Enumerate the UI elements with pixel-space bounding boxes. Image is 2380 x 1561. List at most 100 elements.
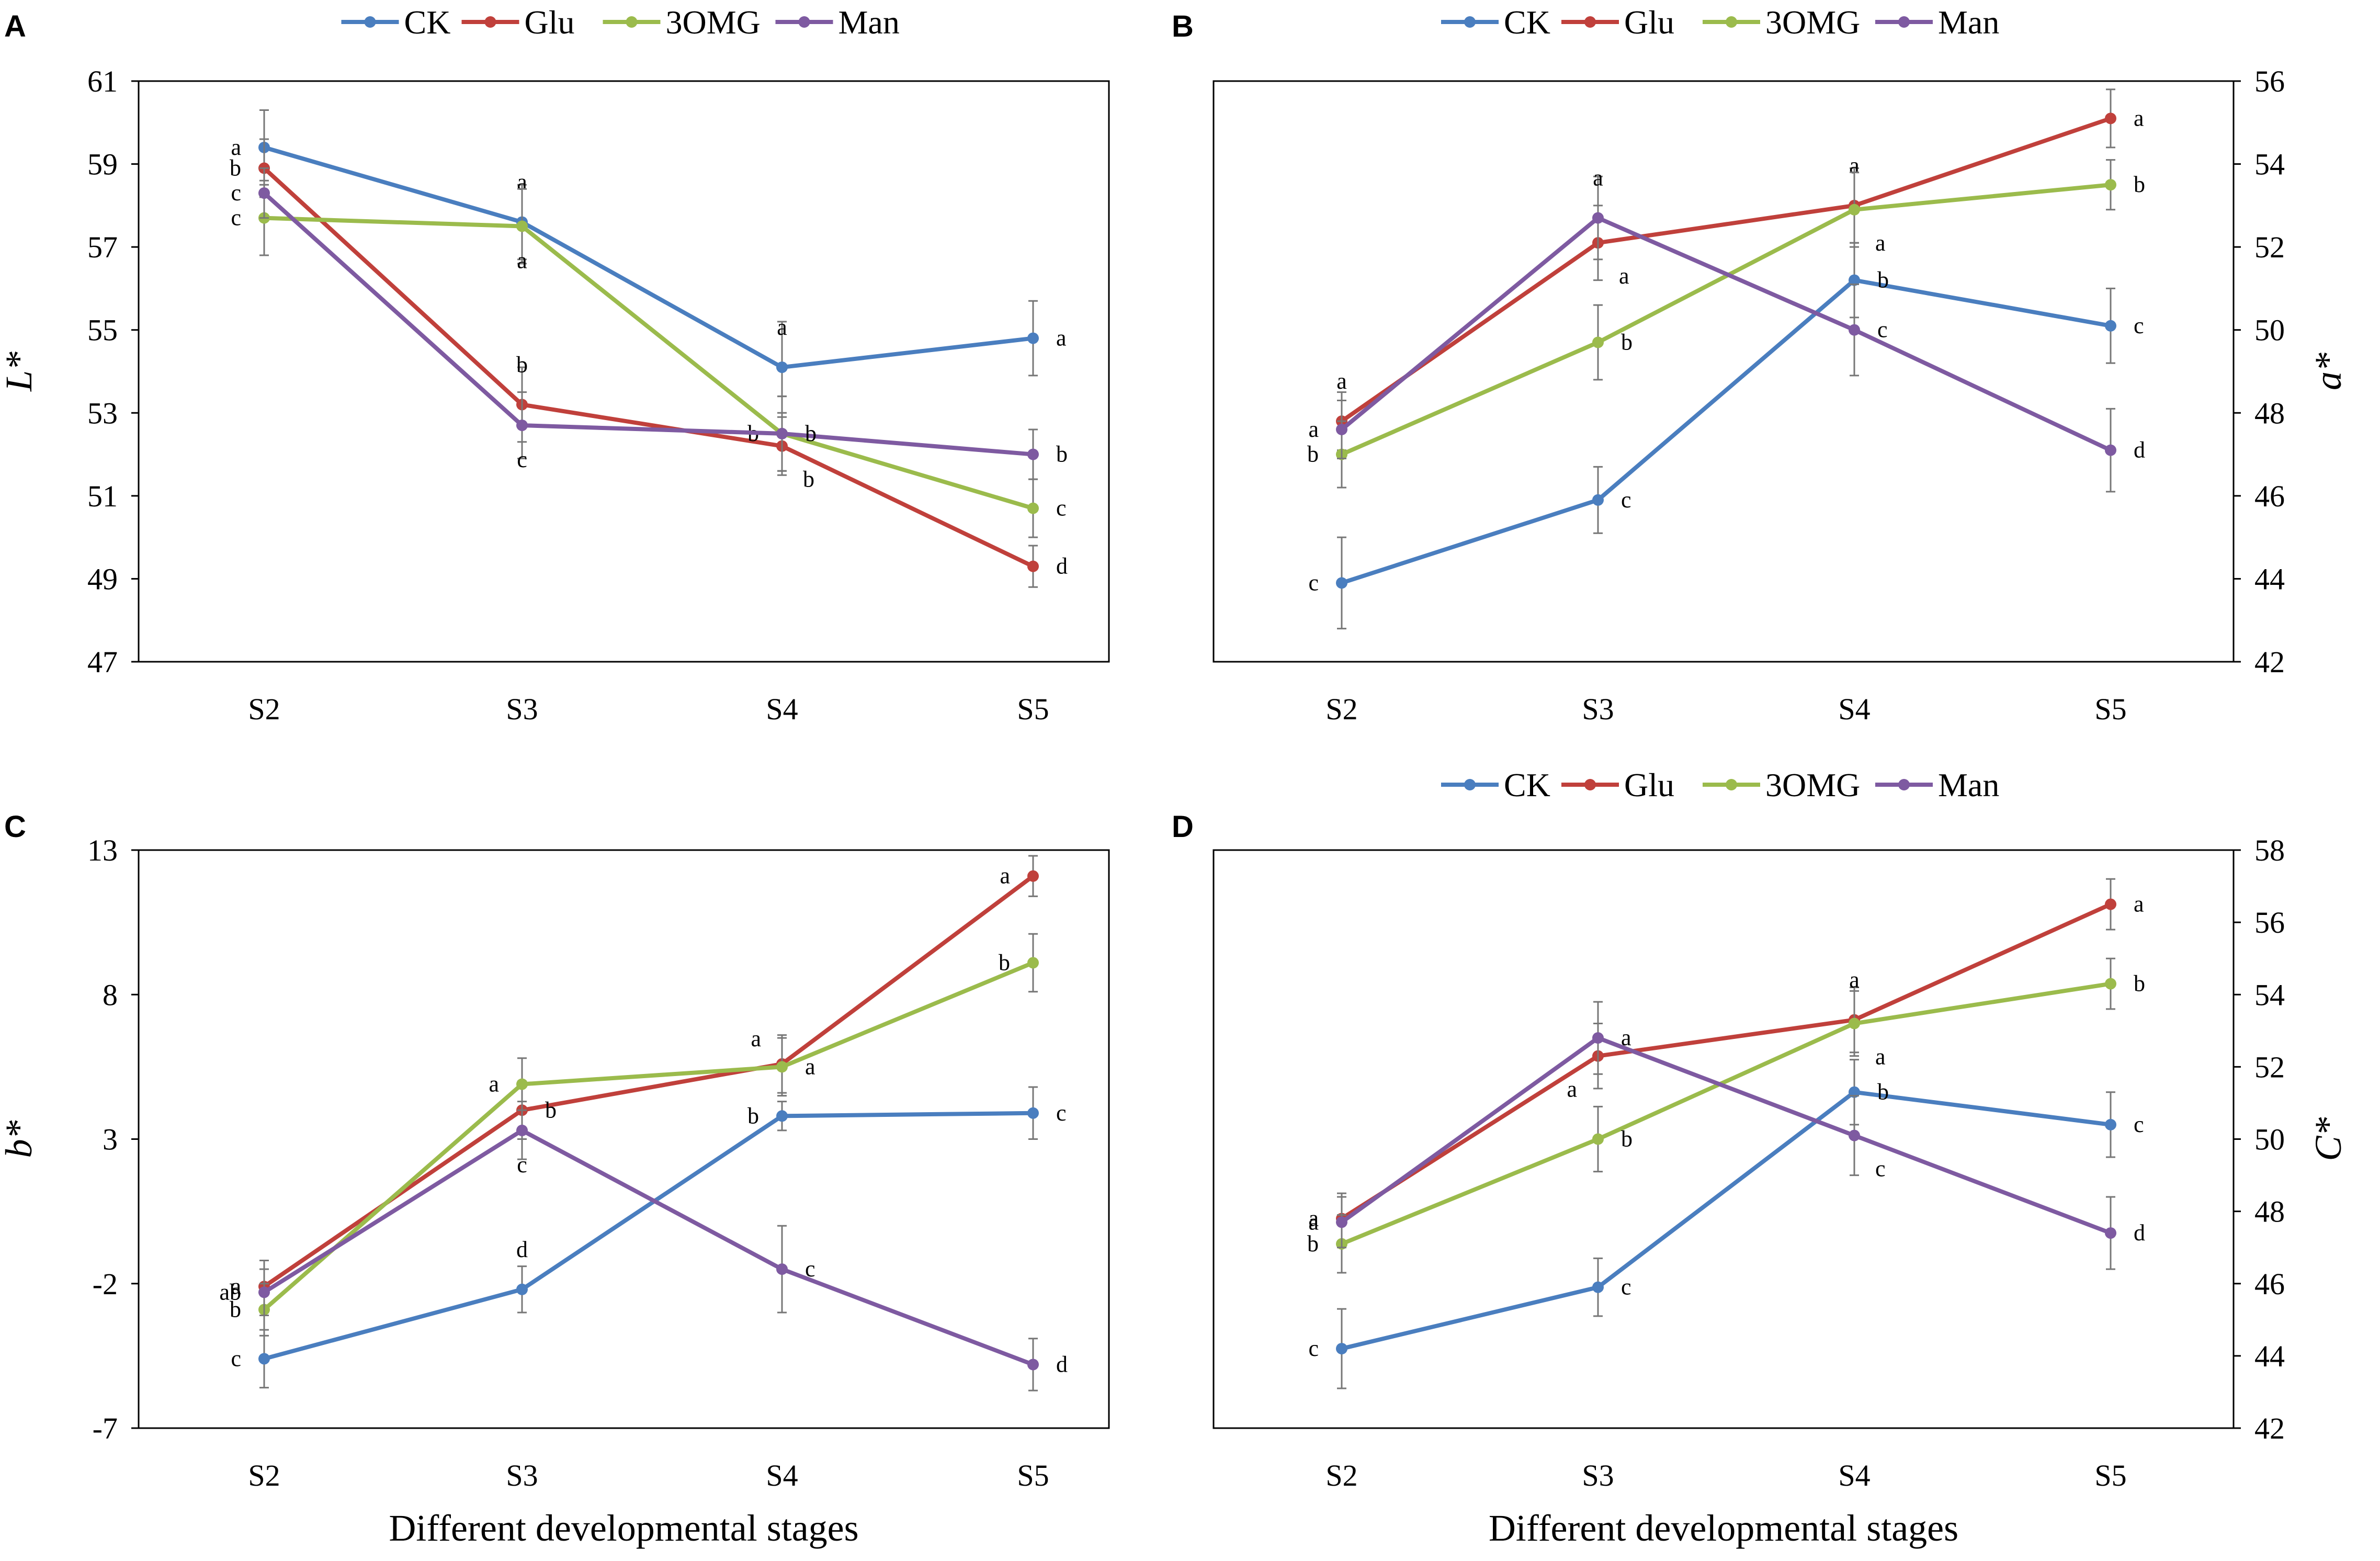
y-tick-label: 61 [87, 64, 118, 98]
data-point [1027, 1107, 1039, 1119]
y-tick-label: -2 [93, 1267, 118, 1301]
series-3OMG: c a b c [231, 179, 1067, 538]
significance-letter: a [1619, 263, 1629, 289]
significance-letter: c [1308, 1336, 1319, 1361]
series-line [263, 145, 1034, 370]
series-line [263, 166, 1034, 569]
series-line [1341, 278, 2111, 585]
legend-label: 3OMG [1765, 4, 1860, 41]
significance-letter: c [2134, 1112, 2144, 1137]
x-tick-label: S3 [506, 1458, 538, 1492]
significance-letter: b [516, 352, 528, 377]
y-tick-label: 44 [2254, 562, 2285, 596]
y-tick-label: 54 [2254, 148, 2285, 182]
y-tick-label: 51 [87, 479, 118, 513]
plot-frame [138, 849, 1110, 1429]
y-axis-title: C* [2307, 1117, 2349, 1161]
legend-marker [626, 16, 638, 28]
data-point [2105, 444, 2116, 456]
x-axis-title: Different developmental stages [389, 1507, 858, 1549]
legend-marker [1726, 16, 1737, 28]
significance-letter: b [2134, 172, 2145, 197]
significance-letter: c [231, 205, 241, 231]
significance-letter: a [1056, 325, 1067, 351]
data-point [776, 427, 788, 439]
data-point [1592, 212, 1604, 224]
x-tick-label: S2 [248, 1458, 280, 1492]
data-point [2105, 1227, 2116, 1239]
significance-letter: a [489, 1071, 499, 1097]
data-point [1849, 274, 1860, 286]
series-Man: c c b b [231, 167, 1068, 480]
panel-letter: A [4, 9, 26, 43]
legend-label: 3OMG [666, 4, 761, 41]
significance-letter: a [231, 134, 241, 160]
legend-marker [1464, 16, 1476, 28]
significance-letter: c [1308, 570, 1319, 595]
significance-letter: a [751, 1026, 761, 1051]
legend-label: CK [404, 4, 451, 41]
data-point [776, 361, 788, 374]
data-point [1336, 1216, 1347, 1228]
data-point [1592, 1133, 1604, 1145]
series-line [1341, 981, 2111, 1246]
significance-letter: a [2134, 891, 2144, 917]
x-tick-label: S4 [1838, 692, 1870, 726]
significance-letter: ab [219, 1279, 241, 1305]
significance-letter: a [231, 1273, 241, 1299]
significance-letter: a [517, 248, 527, 274]
significance-letter: c [517, 447, 527, 472]
significance-letter: b [805, 421, 817, 446]
y-axis-title: L* [0, 352, 40, 392]
y-tick-label: 13 [87, 833, 118, 867]
data-point [776, 1110, 788, 1122]
significance-letter: c [1875, 1156, 1886, 1182]
y-tick-label: 52 [2254, 230, 2285, 264]
y-tick-label: 47 [87, 645, 118, 679]
panel-letter: B [1172, 9, 1194, 43]
significance-letter: a [805, 1054, 815, 1079]
data-point [1592, 1281, 1604, 1293]
data-point [516, 1124, 528, 1136]
y-tick-label: 48 [2254, 396, 2285, 430]
plot-frame [138, 80, 1110, 663]
significance-letter: b [1056, 442, 1068, 467]
legend-label: Glu [1624, 4, 1674, 41]
series-line [264, 216, 1034, 511]
significance-letter: c [1621, 487, 1631, 513]
data-point [258, 1286, 270, 1298]
series-CK: c c b c [1308, 1059, 2144, 1389]
series-Glu: a b a a [231, 855, 1039, 1314]
data-point [1849, 1129, 1860, 1141]
series-line [263, 874, 1035, 1288]
data-point [1027, 957, 1039, 969]
data-point [258, 187, 270, 199]
significance-letter: d [1056, 553, 1068, 579]
y-tick-label: 44 [2254, 1339, 2285, 1373]
legend-label: Man [1938, 766, 1999, 804]
legend-label: 3OMG [1765, 766, 1860, 804]
data-point [1592, 494, 1604, 506]
series-CK: cdb c [231, 1086, 1067, 1389]
series-line [1340, 1036, 2112, 1235]
series-CK: a a a a [231, 109, 1067, 414]
x-tick-label: S4 [1838, 1458, 1870, 1492]
significance-letter: a [1621, 1025, 1631, 1050]
legend-label: Man [838, 4, 900, 41]
significance-letter: d [2134, 1220, 2145, 1246]
y-tick-label: 53 [87, 396, 118, 430]
series-CK: c c b c [1308, 242, 2144, 630]
data-point [1027, 502, 1039, 514]
legend: CK Glu 3OMG Man [341, 4, 900, 41]
significance-letter: b [1621, 1126, 1633, 1152]
significance-letter: d [2134, 437, 2145, 463]
significance-letter: c [2134, 313, 2144, 338]
y-tick-label: 55 [87, 313, 118, 347]
legend: CK Glu 3OMG Man [1441, 766, 1999, 804]
panel-letter: D [1172, 810, 1194, 844]
data-point [1027, 332, 1039, 344]
significance-letter: b [1307, 442, 1319, 467]
